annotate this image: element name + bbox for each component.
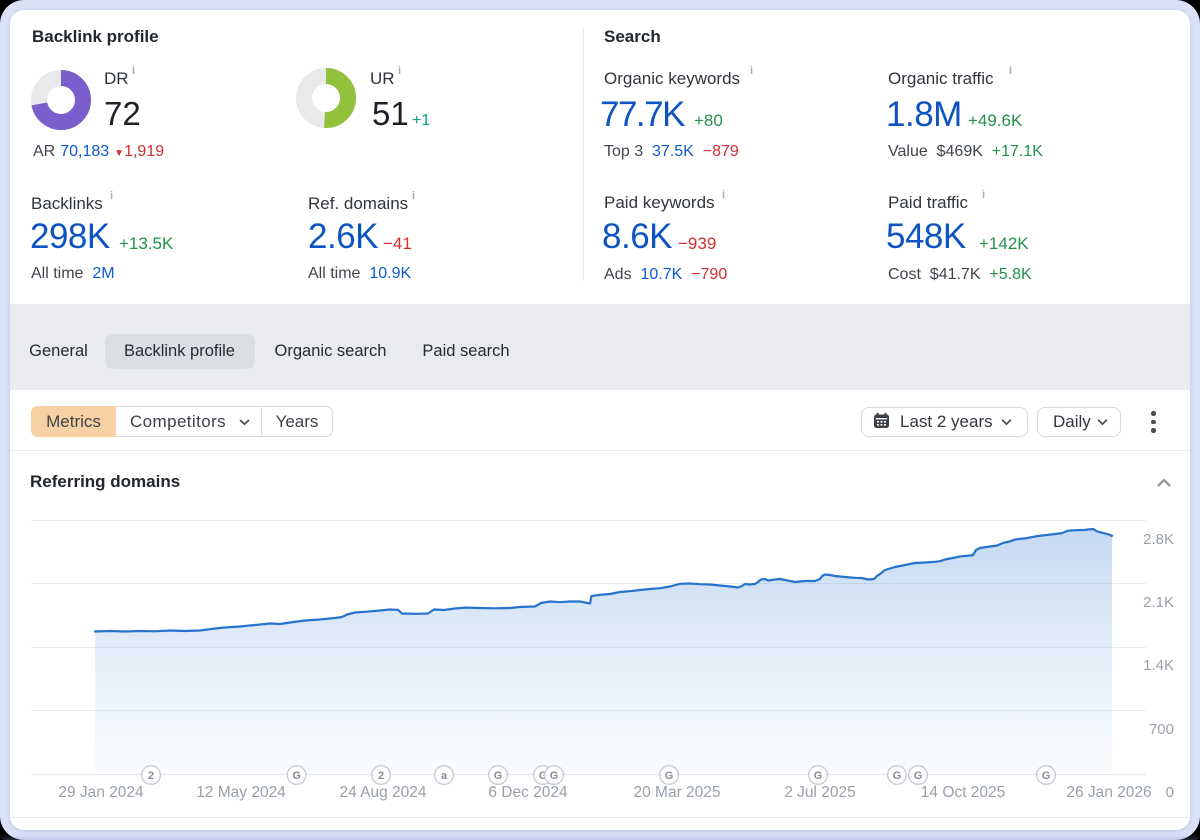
svg-text:G: G: [550, 770, 559, 782]
svg-text:2: 2: [148, 770, 154, 782]
svg-text:a: a: [441, 770, 448, 782]
svg-text:2: 2: [378, 770, 384, 782]
svg-text:G: G: [665, 770, 674, 782]
svg-text:G: G: [494, 770, 503, 782]
svg-text:G: G: [914, 770, 923, 782]
svg-text:G: G: [1042, 770, 1051, 782]
svg-text:G: G: [539, 770, 548, 782]
svg-text:G: G: [292, 770, 301, 782]
svg-text:G: G: [814, 770, 823, 782]
svg-text:G: G: [893, 770, 902, 782]
